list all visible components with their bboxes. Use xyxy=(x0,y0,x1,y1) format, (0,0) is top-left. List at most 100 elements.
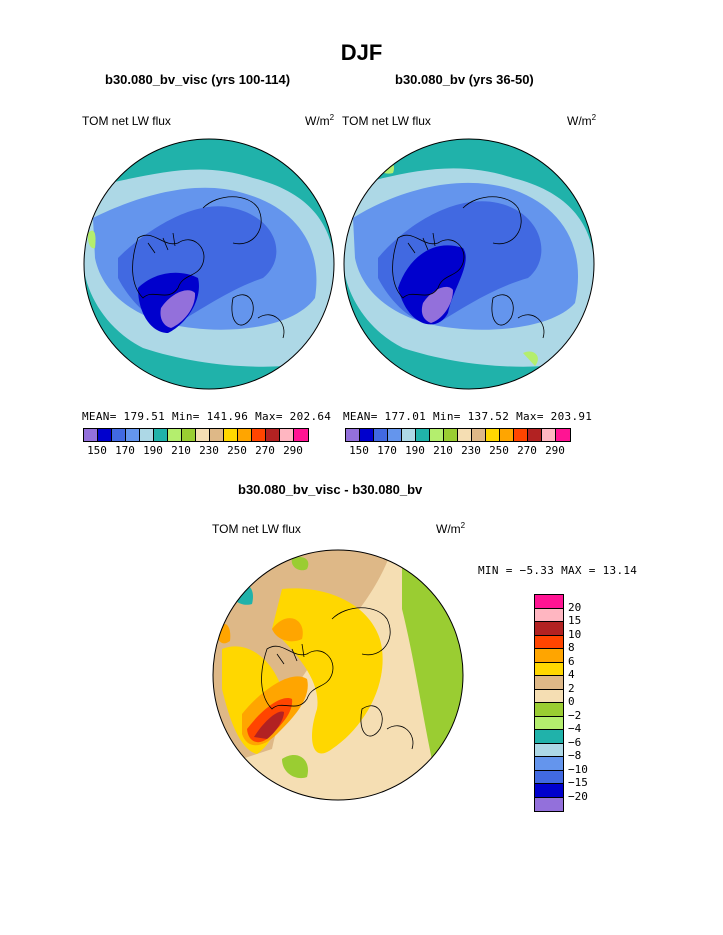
colorbar-swatch xyxy=(535,757,563,771)
colorbar-swatch xyxy=(168,429,182,441)
colorbar-swatch xyxy=(238,429,252,441)
panel-1-units: W/m2 xyxy=(305,113,335,128)
colorbar-swatch xyxy=(556,429,570,441)
colorbar-tick-label: 4 xyxy=(568,668,575,681)
colorbar-swatch xyxy=(360,429,374,441)
colorbar-swatch xyxy=(294,429,308,441)
colorbar-tick-label: 230 xyxy=(199,444,219,457)
colorbar-tick-label: −10 xyxy=(568,762,588,776)
panel-1-subtitle: b30.080_bv_visc (yrs 100-114) xyxy=(105,72,291,87)
panel-1-colorbar xyxy=(83,428,309,442)
panel-2-units: W/m2 xyxy=(567,113,597,128)
colorbar-swatch xyxy=(535,676,563,690)
diff-panel-minmax: MIN = −5.33 MAX = 13.14 xyxy=(478,564,638,577)
colorbar-swatch xyxy=(535,784,563,798)
colorbar-swatch xyxy=(535,716,563,730)
colorbar-swatch xyxy=(535,770,563,784)
colorbar-swatch xyxy=(84,429,98,441)
colorbar-swatch xyxy=(388,429,402,441)
diff-panel-units: W/m2 xyxy=(436,521,466,536)
colorbar-tick-label: 290 xyxy=(283,444,303,457)
panel-2-subtitle: b30.080_bv (yrs 36-50) xyxy=(395,72,534,87)
colorbar-swatch xyxy=(535,730,563,744)
colorbar-swatch xyxy=(140,429,154,441)
colorbar-tick-label: −4 xyxy=(568,722,582,735)
colorbar-swatch xyxy=(472,429,486,441)
colorbar-swatch xyxy=(514,429,528,441)
colorbar-tick-label: 170 xyxy=(115,444,135,457)
colorbar-swatch xyxy=(402,429,416,441)
colorbar-tick-label: 190 xyxy=(143,444,163,457)
colorbar-tick-label: −15 xyxy=(568,776,588,789)
colorbar-tick-label: 270 xyxy=(517,444,537,457)
colorbar-swatch xyxy=(280,429,294,441)
panel-2-variable-label: TOM net LW flux xyxy=(342,114,431,128)
colorbar-swatch xyxy=(224,429,238,441)
colorbar-tick-label: 6 xyxy=(568,654,575,668)
colorbar-swatch xyxy=(535,662,563,676)
colorbar-tick-label: 250 xyxy=(227,444,247,457)
colorbar-swatch xyxy=(542,429,556,441)
colorbar-tick-label: 2 xyxy=(568,681,575,695)
colorbar-tick-label: 270 xyxy=(255,444,275,457)
colorbar-tick-label: 20 xyxy=(568,600,582,614)
colorbar-swatch xyxy=(535,743,563,757)
colorbar-swatch xyxy=(528,429,542,441)
colorbar-swatch xyxy=(535,797,563,811)
diff-colorbar xyxy=(534,594,564,812)
colorbar-tick-label: 0 xyxy=(568,695,575,708)
panel-2-colorbar xyxy=(345,428,571,442)
colorbar-tick-label: 15 xyxy=(568,614,582,627)
colorbar-tick-label: 8 xyxy=(568,641,575,654)
colorbar-tick-label: −20 xyxy=(568,789,588,803)
colorbar-tick-label: 170 xyxy=(377,444,397,457)
panel-2-colorbar-labels: 150 170 190 210 230 250 270 290 xyxy=(345,444,571,458)
colorbar-swatch xyxy=(535,689,563,703)
panel-1-variable-label: TOM net LW flux xyxy=(82,114,171,128)
figure-title: DJF xyxy=(340,40,383,65)
colorbar-swatch xyxy=(346,429,360,441)
diff-panel-variable-label: TOM net LW flux xyxy=(212,522,301,536)
colorbar-tick-label: −8 xyxy=(568,749,582,762)
colorbar-swatch xyxy=(535,622,563,636)
colorbar-swatch xyxy=(154,429,168,441)
diff-polar-map xyxy=(212,549,464,801)
colorbar-tick-label: 210 xyxy=(433,444,453,457)
colorbar-tick-label: −2 xyxy=(568,708,582,722)
colorbar-swatch xyxy=(210,429,224,441)
diff-panel-subtitle: b30.080_bv_visc - b30.080_bv xyxy=(238,482,423,497)
colorbar-swatch xyxy=(444,429,458,441)
colorbar-swatch xyxy=(416,429,430,441)
colorbar-tick-label: 210 xyxy=(171,444,191,457)
colorbar-swatch xyxy=(374,429,388,441)
colorbar-swatch xyxy=(535,649,563,663)
colorbar-swatch xyxy=(266,429,280,441)
colorbar-swatch xyxy=(535,595,563,609)
colorbar-tick-label: 230 xyxy=(461,444,481,457)
colorbar-swatch xyxy=(252,429,266,441)
colorbar-swatch xyxy=(98,429,112,441)
panel-1-stats: MEAN= 179.51 Min= 141.96 Max= 202.64 xyxy=(82,410,332,423)
colorbar-tick-label: 150 xyxy=(87,444,107,457)
panel-2-stats: MEAN= 177.01 Min= 137.52 Max= 203.91 xyxy=(343,410,593,423)
colorbar-swatch xyxy=(196,429,210,441)
colorbar-swatch xyxy=(430,429,444,441)
colorbar-tick-label: 10 xyxy=(568,627,582,641)
colorbar-tick-label: 290 xyxy=(545,444,565,457)
colorbar-swatch xyxy=(458,429,472,441)
panel-1-polar-map xyxy=(83,138,335,390)
colorbar-tick-label: 250 xyxy=(489,444,509,457)
panel-1-colorbar-labels: 150 170 190 210 230 250 270 290 xyxy=(83,444,309,458)
panel-2-polar-map xyxy=(343,138,595,390)
colorbar-swatch xyxy=(126,429,140,441)
colorbar-swatch xyxy=(535,703,563,717)
colorbar-swatch xyxy=(182,429,196,441)
colorbar-tick-label: 190 xyxy=(405,444,425,457)
colorbar-swatch xyxy=(500,429,514,441)
colorbar-swatch xyxy=(535,635,563,649)
colorbar-swatch xyxy=(486,429,500,441)
colorbar-tick-label: 150 xyxy=(349,444,369,457)
colorbar-tick-label: −6 xyxy=(568,735,582,749)
colorbar-swatch xyxy=(112,429,126,441)
diff-colorbar-labels: 20 15 10 8 6 4 2 0 −2 −4 −6 −8 −10 −15 −20 xyxy=(568,594,608,810)
